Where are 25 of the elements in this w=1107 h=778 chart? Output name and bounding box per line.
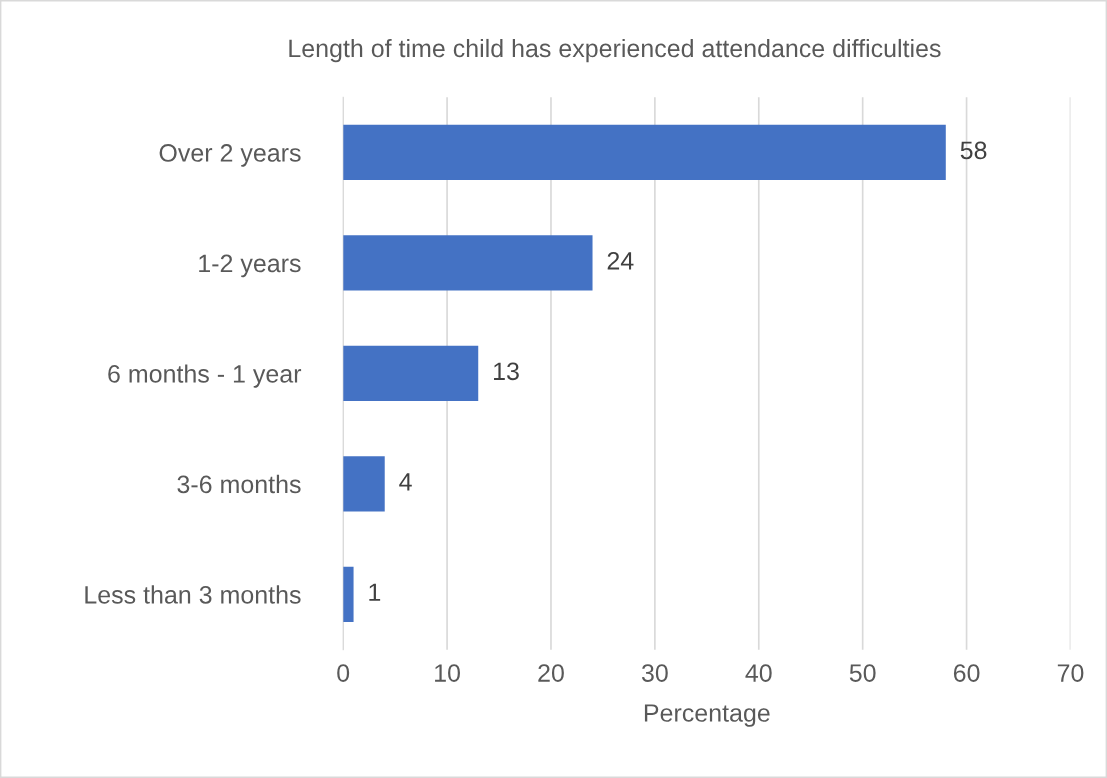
data-label: 13	[494, 362, 519, 381]
bar	[343, 566, 354, 623]
x-tick-label: 20	[538, 664, 564, 682]
bar	[343, 345, 479, 402]
x-tick-label: 60	[953, 664, 980, 682]
data-label: 4	[399, 473, 412, 491]
data-label: 58	[960, 141, 987, 160]
x-tick-label: 0	[337, 664, 350, 682]
y-tick-label: 1-2 years	[199, 254, 301, 278]
y-tick-label: 6 months - 1 year	[108, 364, 302, 388]
y-tick-label: Less than 3 months	[85, 585, 301, 604]
bar	[343, 124, 946, 181]
data-label: 24	[607, 251, 634, 270]
x-tick-label: 40	[745, 664, 772, 682]
chart-title: Length of time child has experienced attendance difficulties	[289, 38, 941, 63]
x-tick-label: 70	[1057, 664, 1084, 682]
bar	[343, 456, 385, 512]
bar	[343, 235, 593, 291]
x-axis-title: Percentage	[644, 704, 770, 727]
x-tick-label: 30	[641, 664, 668, 682]
data-label: 1	[369, 583, 381, 601]
x-tick-label: 50	[849, 664, 876, 682]
x-tick-label: 10	[435, 664, 460, 682]
y-tick-label: Over 2 years	[159, 144, 301, 167]
y-tick-label: 3-6 months	[177, 474, 301, 494]
